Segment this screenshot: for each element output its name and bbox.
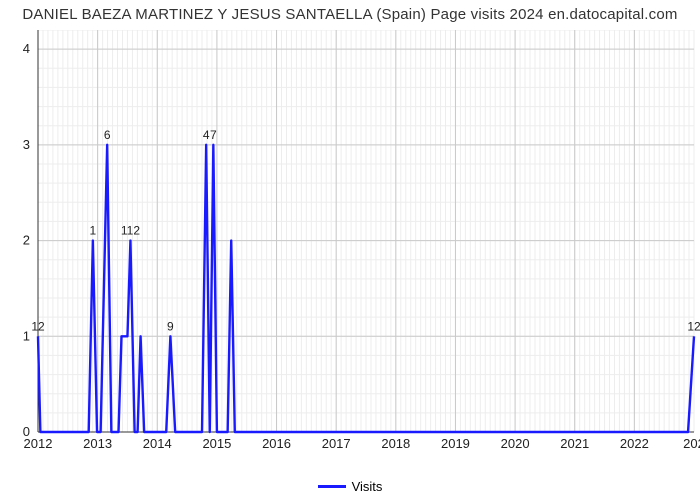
svg-text:112: 112 [121,224,140,238]
legend-label: Visits [352,479,383,494]
svg-text:2022: 2022 [620,436,649,451]
chart-container: DANIEL BAEZA MARTINEZ Y JESUS SANTAELLA … [0,0,700,500]
legend-item-visits: Visits [318,479,383,494]
svg-text:1: 1 [23,328,30,343]
svg-text:2018: 2018 [381,436,410,451]
svg-text:7: 7 [210,128,217,142]
svg-text:2017: 2017 [322,436,351,451]
svg-text:3: 3 [23,137,30,152]
svg-text:2012: 2012 [24,436,53,451]
svg-text:1: 1 [90,224,97,238]
svg-text:2016: 2016 [262,436,291,451]
svg-text:2: 2 [23,233,30,248]
svg-text:12: 12 [687,319,700,333]
svg-text:4: 4 [23,41,30,56]
svg-text:2015: 2015 [202,436,231,451]
svg-text:2013: 2013 [83,436,112,451]
svg-text:6: 6 [104,128,111,142]
svg-text:2014: 2014 [143,436,172,451]
chart-plot: 0123420122013201420152016201720182019202… [16,30,700,454]
svg-text:202: 202 [683,436,700,451]
svg-text:4: 4 [203,128,210,142]
svg-text:2019: 2019 [441,436,470,451]
svg-text:2020: 2020 [501,436,530,451]
svg-text:9: 9 [167,319,174,333]
svg-text:2021: 2021 [560,436,589,451]
svg-text:12: 12 [31,319,45,333]
legend-swatch [318,485,346,488]
legend: Visits [0,476,700,494]
chart-title: DANIEL BAEZA MARTINEZ Y JESUS SANTAELLA … [0,6,700,23]
